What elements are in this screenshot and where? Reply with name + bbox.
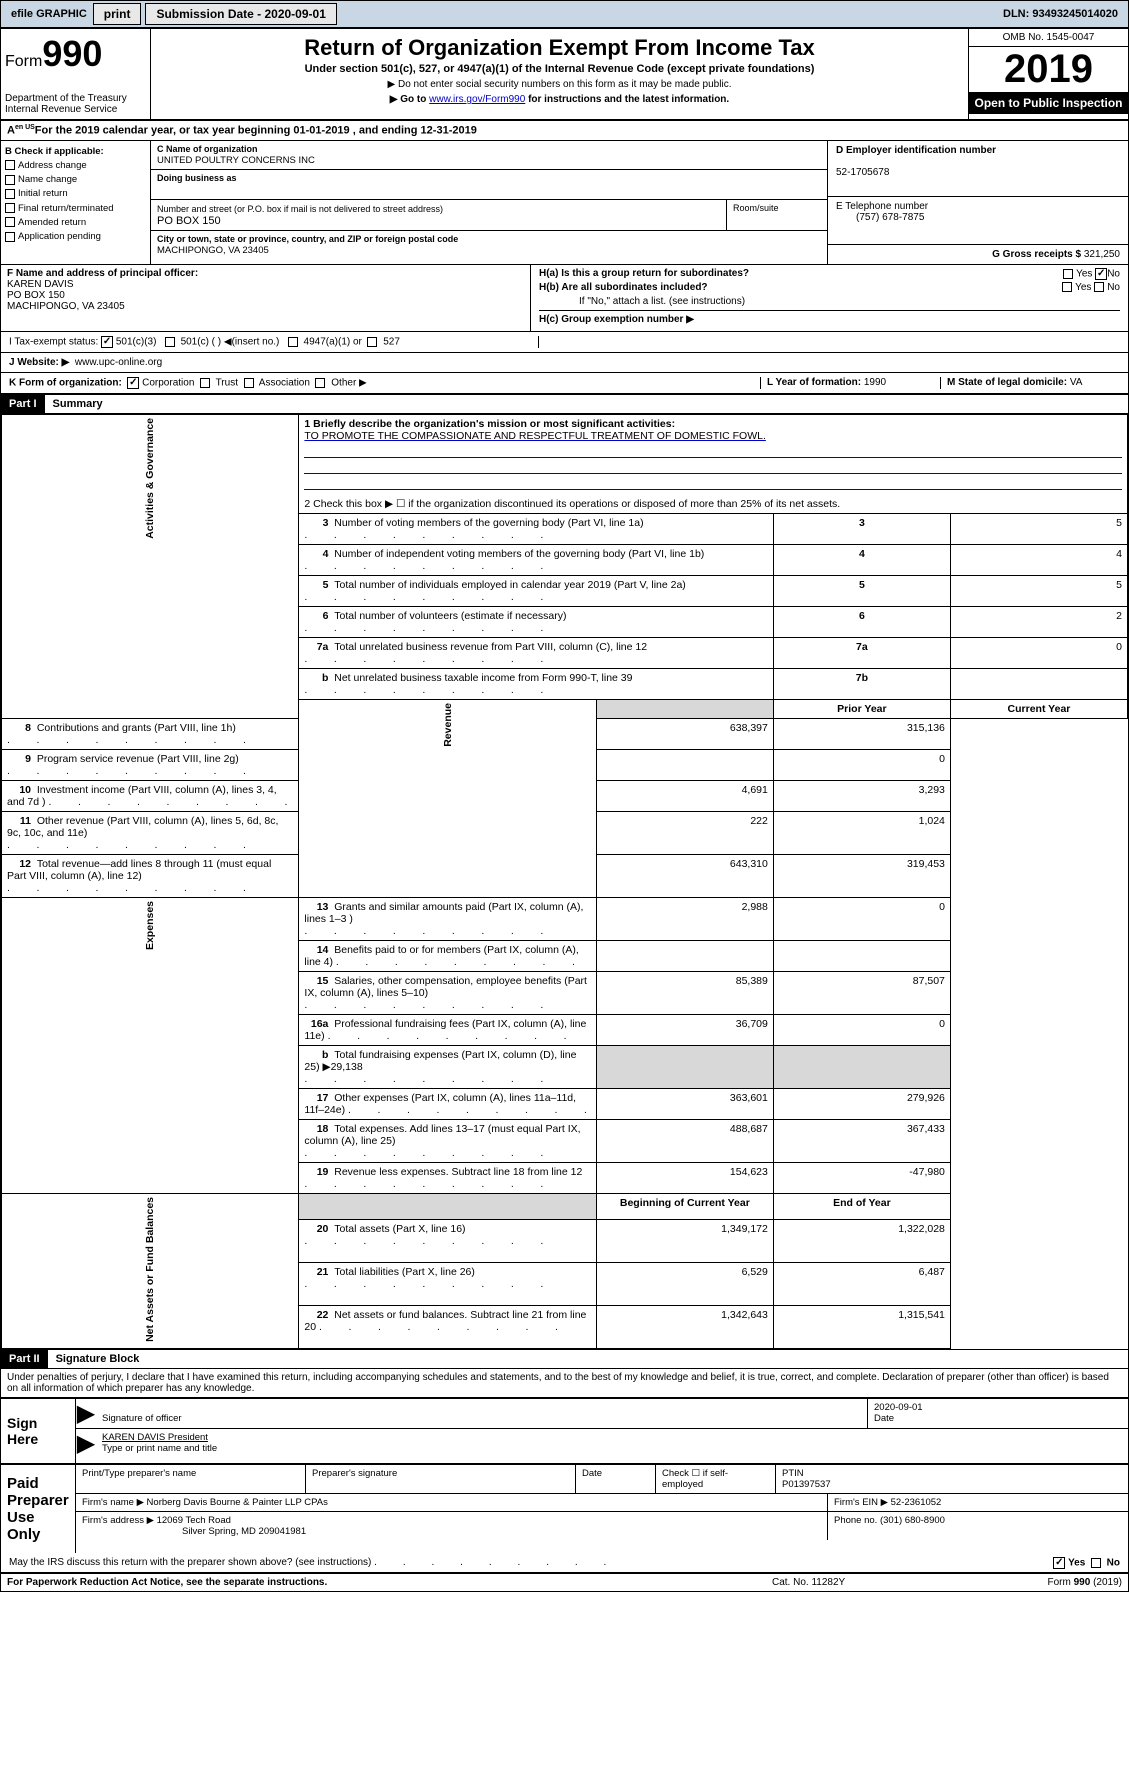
tax-period: Aen USFor the 2019 calendar year, or tax… — [1, 121, 1128, 141]
part2-header: Part IISignature Block — [1, 1349, 1128, 1369]
mission-text: TO PROMOTE THE COMPASSIONATE AND RESPECT… — [304, 430, 765, 442]
instructions-note: ▶ Go to www.irs.gov/Form990 for instruct… — [157, 94, 962, 105]
part1-header: Part ISummary — [1, 394, 1128, 414]
tax-year: 2019 — [969, 47, 1128, 92]
form-subtitle: Under section 501(c), 527, or 4947(a)(1)… — [157, 63, 962, 75]
form-number: Form990 — [5, 33, 146, 75]
side-netassets: Net Assets or Fund Balances — [144, 1197, 156, 1342]
city-row: City or town, state or province, country… — [151, 231, 827, 259]
perjury-statement: Under penalties of perjury, I declare th… — [1, 1369, 1128, 1397]
paid-preparer-label: Paid Preparer Use Only — [1, 1465, 76, 1553]
phone-row: E Telephone number (757) 678-7875 — [828, 197, 1128, 245]
dln-label: DLN: 93493245014020 — [1003, 8, 1124, 20]
summary-table: Activities & Governance 1 Briefly descri… — [1, 414, 1128, 1349]
open-inspection: Open to Public Inspection — [969, 92, 1128, 114]
gross-receipts-row: G Gross receipts $ 321,250 — [828, 245, 1128, 264]
sign-here-label: Sign Here — [1, 1399, 76, 1463]
side-governance: Activities & Governance — [144, 418, 156, 539]
org-name-row: C Name of organization UNITED POULTRY CO… — [151, 141, 827, 170]
principal-officer: F Name and address of principal officer:… — [1, 265, 531, 331]
box-b-checkboxes: B Check if applicable: Address change Na… — [1, 141, 151, 264]
street-row: Number and street (or P.O. box if mail i… — [151, 200, 727, 231]
form-of-org: K Form of organization: ✓ Corporation Tr… — [1, 373, 1128, 394]
website-row: J Website: ▶ www.upc-online.org — [1, 353, 1128, 373]
side-revenue: Revenue — [442, 703, 454, 747]
group-return: H(a) Is this a group return for subordin… — [531, 265, 1128, 331]
instructions-link[interactable]: www.irs.gov/Form990 — [429, 94, 525, 105]
top-toolbar: efile GRAPHIC print Submission Date - 20… — [0, 0, 1129, 28]
form-990: Form990 Department of the Treasury Inter… — [0, 28, 1129, 1592]
side-expenses: Expenses — [144, 901, 156, 950]
dba-row: Doing business as — [151, 170, 827, 200]
org-name: UNITED POULTRY CONCERNS INC — [157, 155, 315, 166]
print-button[interactable]: print — [93, 3, 142, 25]
dept-label: Department of the Treasury Internal Reve… — [5, 93, 146, 115]
efile-label: efile GRAPHIC — [5, 8, 93, 20]
ssn-note: ▶ Do not enter social security numbers o… — [157, 79, 962, 90]
room-suite: Room/suite — [727, 200, 827, 231]
form-title: Return of Organization Exempt From Incom… — [157, 35, 962, 61]
form-footer: For Paperwork Reduction Act Notice, see … — [1, 1573, 1128, 1591]
submission-date-button[interactable]: Submission Date - 2020-09-01 — [145, 3, 336, 25]
discuss-row: May the IRS discuss this return with the… — [1, 1553, 1128, 1573]
omb-number: OMB No. 1545-0047 — [969, 29, 1128, 47]
ein-row: D Employer identification number 52-1705… — [828, 141, 1128, 197]
tax-exempt-status: I Tax-exempt status: ✓ 501(c)(3) 501(c) … — [1, 332, 1128, 353]
